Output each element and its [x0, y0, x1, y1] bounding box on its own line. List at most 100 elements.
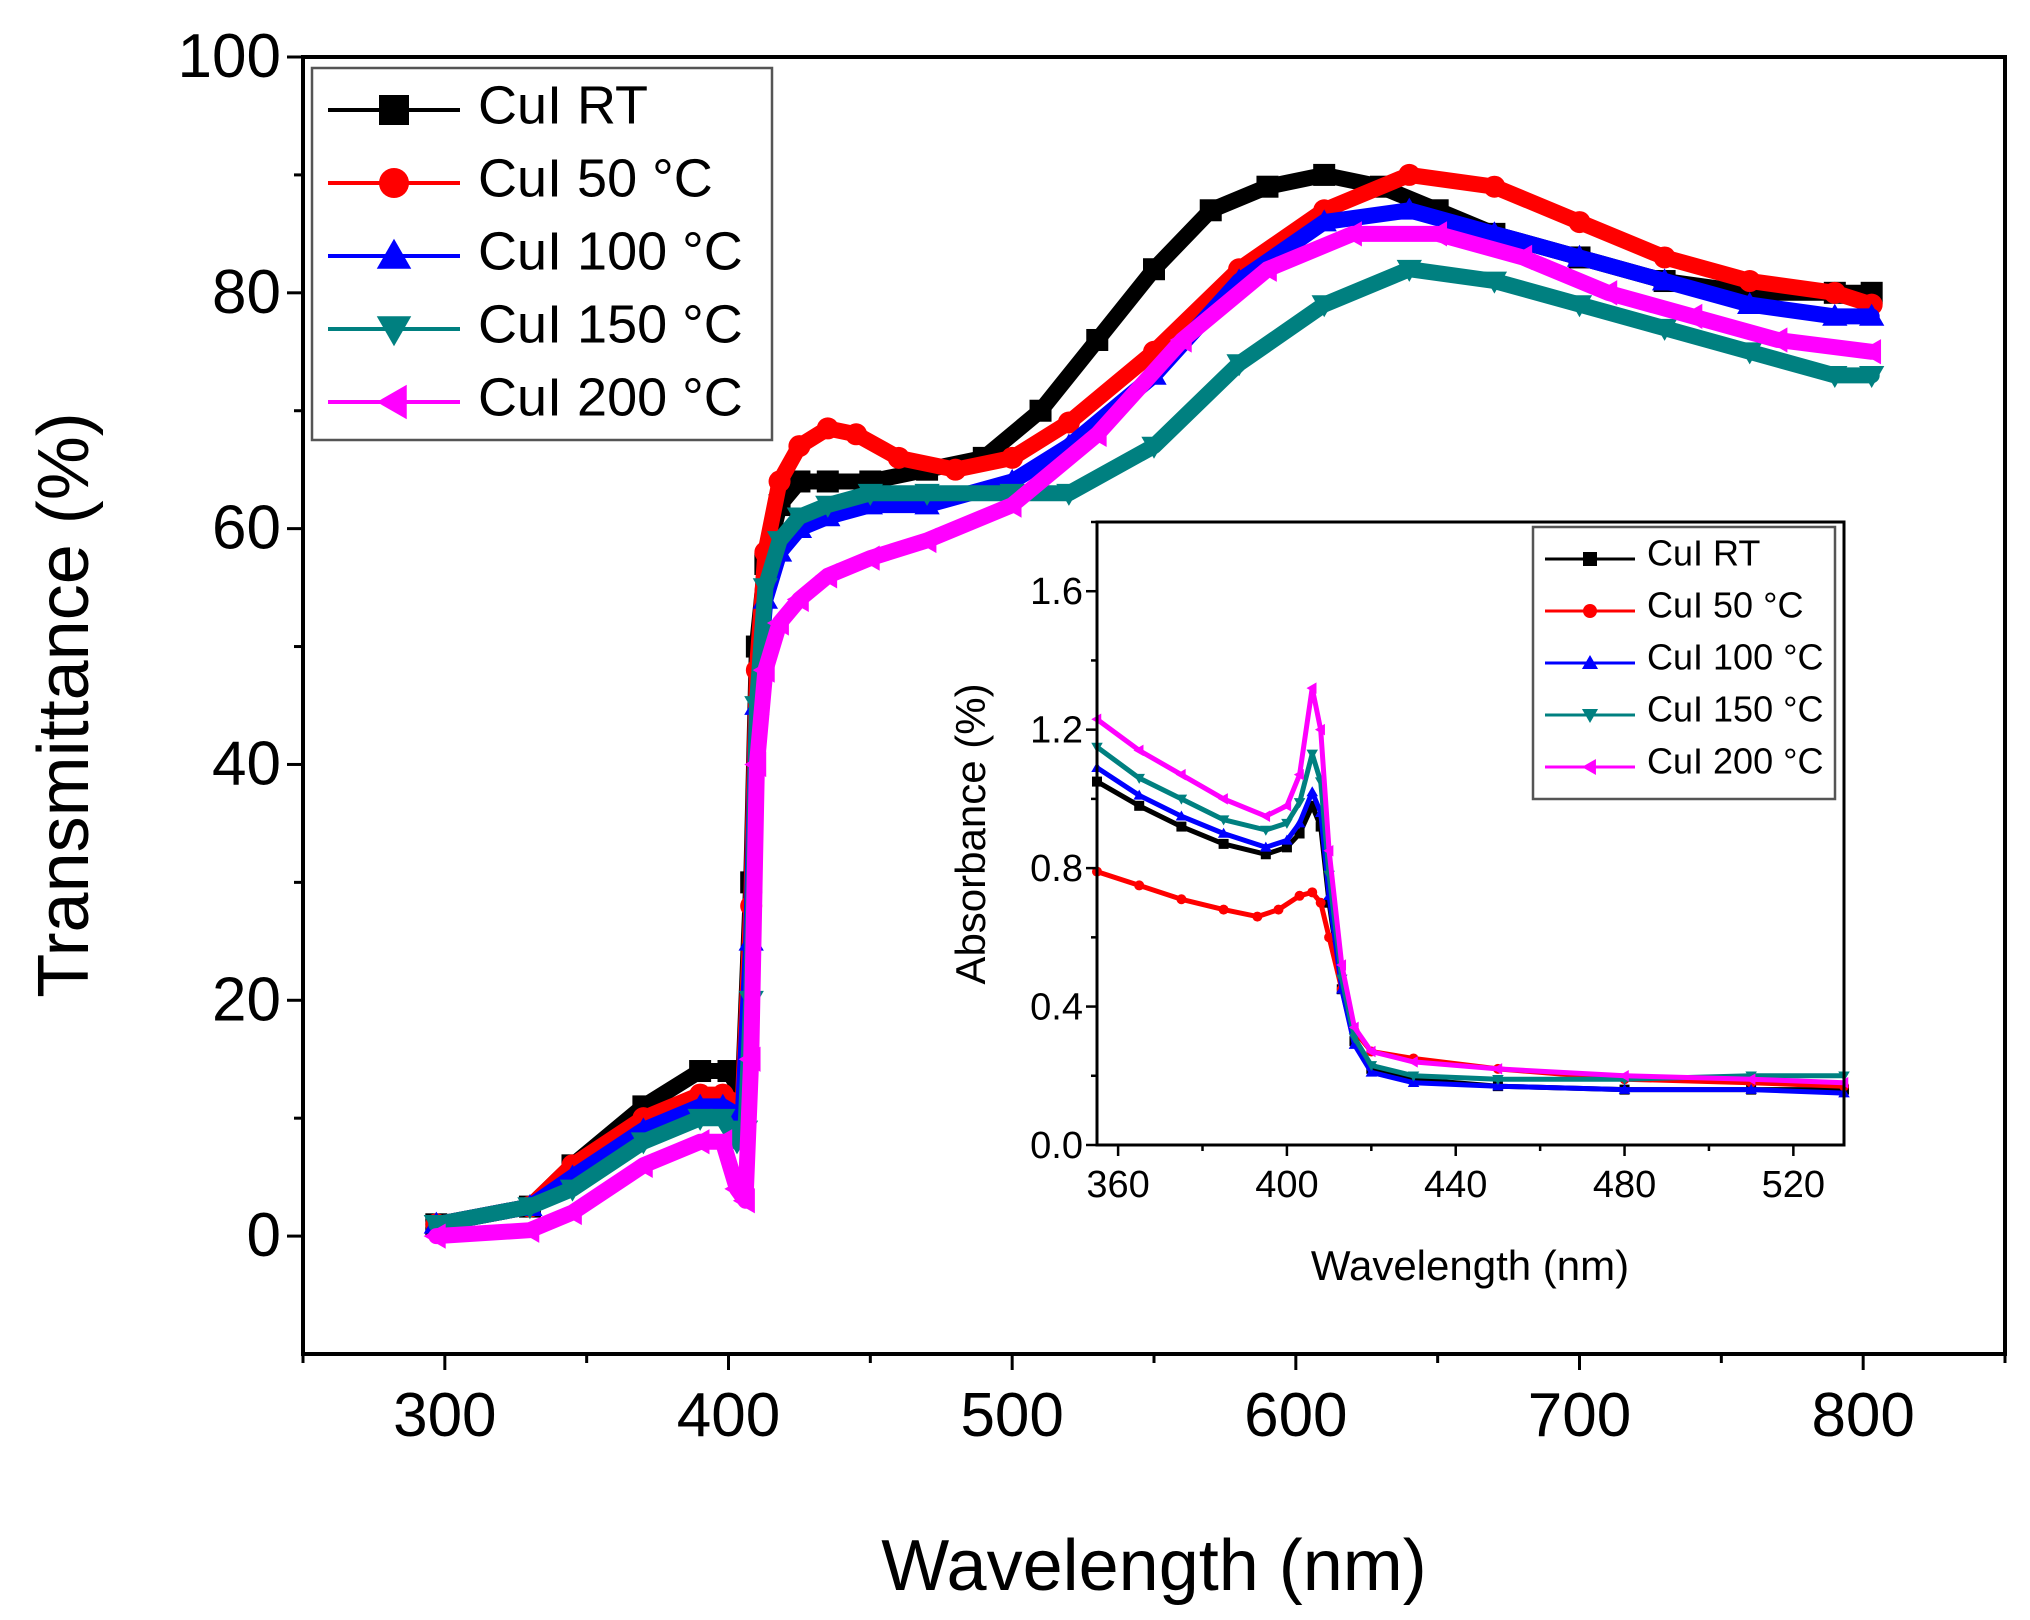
data-point — [1492, 1063, 1503, 1075]
data-point — [1293, 817, 1306, 828]
legend-item-cui-200-c: CuI 200 °C — [1545, 740, 1823, 781]
data-point — [1348, 1033, 1361, 1044]
data-point — [1141, 436, 1167, 459]
data-point — [1260, 810, 1271, 822]
data-point — [1294, 890, 1305, 901]
data-point — [1398, 163, 1421, 186]
data-point — [1323, 845, 1334, 857]
x-tick-label: 800 — [1811, 1381, 1914, 1450]
data-point — [914, 527, 937, 554]
legend-label: CuI 150 °C — [1647, 688, 1823, 729]
data-point — [816, 470, 839, 493]
legend-label: CuI 50 °C — [1647, 584, 1803, 625]
x-tick-label: 700 — [1528, 1381, 1631, 1450]
data-point — [1218, 904, 1229, 915]
data-point — [744, 751, 767, 778]
data-point — [1199, 199, 1222, 222]
inset-plot-ticks: 360 400 440 480 520 0.0 0.4 0.8 1.2 1.6 — [1030, 520, 1825, 1206]
legend-marker — [379, 168, 409, 198]
series-cui-150-c — [1091, 742, 1850, 1085]
data-point — [1056, 483, 1082, 506]
data-point — [1306, 682, 1317, 694]
data-point — [1217, 827, 1230, 838]
data-point — [1057, 411, 1080, 434]
inset-y-axis-label: Absorbance (%) — [947, 683, 994, 984]
legend-label: CuI 100 °C — [478, 222, 743, 282]
data-point — [687, 1108, 713, 1131]
legend-item-cui-rt: CuI RT — [1545, 532, 1760, 573]
x-tick-label: 440 — [1424, 1164, 1487, 1206]
legend-label: CuI 200 °C — [478, 368, 743, 428]
data-point — [1217, 793, 1228, 805]
legend-label: CuI 100 °C — [1647, 636, 1823, 677]
inset-x-axis-label: Wavelength (nm) — [1311, 1242, 1629, 1289]
legend-item-cui-50-c: CuI 50 °C — [328, 149, 713, 209]
x-tick-label: 400 — [1255, 1164, 1318, 1206]
data-point — [687, 1129, 710, 1155]
y-tick-label: 60 — [212, 494, 281, 563]
data-point — [766, 531, 793, 554]
data-point — [1315, 897, 1326, 908]
series-line-cui-50-c — [428, 166, 1880, 1233]
data-point — [1859, 366, 1885, 389]
data-point — [1651, 268, 1678, 291]
main-plot-ticks: 300 400 500 600 700 800 0 20 40 60 80 100 — [178, 22, 2007, 1450]
data-point — [845, 423, 868, 446]
data-point — [1281, 818, 1293, 829]
legend-item-cui-100-c: CuI 100 °C — [328, 222, 743, 282]
series-line-cui-150-c — [1094, 744, 1847, 1082]
data-point — [1407, 1076, 1420, 1087]
data-point — [1348, 1021, 1359, 1034]
y-tick-label: 80 — [212, 258, 281, 327]
data-point — [1738, 270, 1761, 293]
data-point — [1254, 256, 1277, 282]
data-point — [1407, 1056, 1418, 1068]
inset-legend-items: CuI RT CuI 50 °C CuI 100 °C CuI 150 °C CuI 2… — [1545, 532, 1823, 781]
data-point — [517, 1197, 543, 1220]
data-point — [1217, 815, 1230, 826]
data-point — [1133, 773, 1145, 784]
data-point — [1566, 244, 1593, 267]
legend-item-cui-150-c: CuI 150 °C — [1545, 688, 1823, 729]
data-point — [1336, 959, 1347, 971]
data-point — [1510, 244, 1533, 271]
data-point — [1175, 810, 1188, 821]
data-point — [517, 1217, 540, 1243]
legend-item-cui-100-c: CuI 100 °C — [1545, 636, 1823, 677]
data-point — [1169, 327, 1192, 353]
data-point — [788, 435, 811, 458]
legend-marker — [1581, 709, 1599, 724]
data-point — [1737, 291, 1763, 314]
main-plot-frame — [301, 55, 2007, 1356]
y-tick-label: 1.6 — [1030, 571, 1083, 613]
data-point — [423, 1223, 446, 1249]
data-point — [766, 610, 789, 636]
data-point — [1293, 798, 1306, 809]
data-point — [1256, 175, 1279, 198]
main-x-axis-label: Wavelength (nm) — [881, 1526, 1427, 1606]
data-point — [1175, 768, 1186, 781]
data-point — [1281, 800, 1292, 812]
data-point — [1737, 342, 1763, 365]
legend-marker — [376, 384, 407, 420]
data-point — [1314, 723, 1325, 736]
data-point — [1307, 800, 1318, 811]
data-point — [423, 1214, 449, 1237]
data-point — [768, 470, 791, 493]
inset-plot-series — [1091, 682, 1850, 1098]
data-point — [559, 1179, 586, 1202]
data-point — [1324, 932, 1335, 943]
data-point — [630, 1152, 653, 1178]
data-point — [1143, 258, 1165, 281]
data-point — [1306, 749, 1318, 760]
x-tick-label: 300 — [393, 1381, 496, 1450]
data-point — [999, 492, 1022, 518]
legend-label: CuI RT — [478, 76, 648, 136]
data-point — [689, 1060, 712, 1083]
data-point — [630, 1132, 657, 1155]
data-point — [738, 1046, 761, 1072]
main-plot-series — [423, 163, 1885, 1249]
data-point — [1365, 1066, 1378, 1077]
data-point — [1029, 399, 1052, 422]
data-point — [1618, 1083, 1631, 1094]
